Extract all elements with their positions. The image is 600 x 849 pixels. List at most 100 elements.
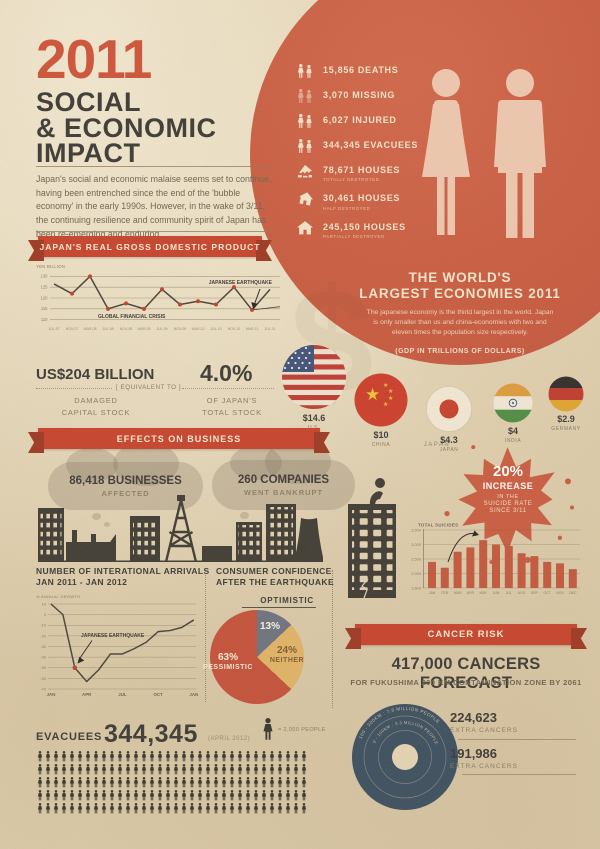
india-flag: [493, 383, 533, 423]
jumper-body: [369, 491, 383, 506]
evacuee-person-icon: [69, 803, 75, 814]
pessimistic-slice-label: 63% PESSIMISTIC: [203, 652, 253, 671]
evacuee-person-icon: [213, 790, 219, 801]
evacuee-person-icon: [261, 777, 267, 788]
low-building: [202, 546, 232, 562]
evacuee-person-icon: [245, 751, 251, 762]
impact-stat-subtext: PARTIALLY DESTROYED: [323, 233, 385, 239]
evacuee-person-icon: [69, 751, 75, 762]
svg-text:125: 125: [41, 285, 49, 290]
evacuee-person-icon: [141, 751, 147, 762]
svg-text:★: ★: [388, 388, 393, 395]
evacuee-person-icon: [45, 751, 51, 762]
evacuee-person-icon: [269, 764, 275, 775]
evacuee-person-icon: [213, 803, 219, 814]
cancer-banner-ribbon: CANCER RISK: [355, 624, 577, 645]
man-legs: [506, 173, 534, 238]
evacuee-person-icon: [53, 764, 59, 775]
evacuee-person-icon: [221, 751, 227, 762]
evacuee-person-icon: [141, 803, 147, 814]
gdp-line-chart: YEN BILLION 130 125 120 115 110 JUL-07 NOV-07 MA…: [36, 264, 281, 331]
country-name: CHINA: [371, 442, 391, 448]
svg-text:JUL-07: JUL-07: [48, 327, 59, 331]
china-gdp-value: $10 CHINA: [351, 430, 411, 448]
evacuee-person-icon: [189, 790, 195, 801]
companies-bankrupt-label: WENT BANKRUPT: [243, 487, 324, 497]
dotted-separator: [205, 570, 206, 702]
svg-text:MAR: MAR: [454, 591, 462, 595]
evacuee-person-icon: [237, 803, 243, 814]
businesses-affected-label: AFFECTED: [101, 488, 150, 498]
evacuee-person-icon: [301, 764, 307, 775]
svg-text:2,000: 2,000: [411, 571, 422, 576]
evacuee-person-icon: [45, 803, 51, 814]
gdp-banner-ribbon: JAPAN'S REAL GROSS DOMESTIC PRODUCT: [38, 236, 262, 257]
evacuee-person-icon: [277, 790, 283, 801]
svg-text:JAN: JAN: [429, 591, 436, 595]
evacuee-person-icon: [197, 803, 203, 814]
evacuee-person-icon: [149, 764, 155, 775]
svg-text:★: ★: [383, 382, 388, 389]
evacuee-person-icon: [253, 803, 259, 814]
evacuee-person-icon: [157, 777, 163, 788]
year-title: 2011: [36, 28, 152, 90]
svg-text:TOTAL SUICIDES: TOTAL SUICIDES: [418, 523, 458, 528]
evacuee-person-icon: [77, 803, 83, 814]
evacuee-person-icon: [301, 790, 307, 801]
damaged-capital-caption: DAMAGED CAPITAL STOCK: [36, 395, 156, 419]
page-title: SOCIAL & ECONOMIC IMPACT: [36, 89, 217, 167]
svg-text:JUL-11: JUL-11: [264, 327, 275, 331]
evacuee-person-icon: [141, 790, 147, 801]
svg-text:% ANNUAL GROWTH: % ANNUAL GROWTH: [36, 594, 80, 599]
evacuee-person-icon: [109, 751, 115, 762]
evacuee-person-icon: [141, 764, 147, 775]
evacuee-person-icon: [205, 790, 211, 801]
evacuee-person-icon: [181, 751, 187, 762]
evacuee-person-icon: [189, 764, 195, 775]
evacuee-person-icon: [85, 751, 91, 762]
svg-text:-50: -50: [40, 665, 46, 670]
damaged-capital-amount: US$204 BILLION: [36, 366, 155, 383]
evacuee-person-icon: [61, 777, 67, 788]
cooling-tower: [294, 518, 323, 562]
woman-legs: [437, 177, 455, 235]
evacuee-person-icon: [101, 777, 107, 788]
evacuee-person-icon: [117, 764, 123, 775]
evacuee-person-icon: [261, 751, 267, 762]
evacuee-person-icon: [93, 803, 99, 814]
extra-cancers-value: 191,986: [450, 746, 497, 761]
evacuee-person-icon: [261, 764, 267, 775]
evacuee-person-icon: [189, 751, 195, 762]
svg-text:110: 110: [41, 317, 48, 322]
svg-text:AUG: AUG: [518, 591, 526, 595]
missing-persons-icon: [297, 88, 312, 103]
svg-text:-20: -20: [40, 633, 46, 638]
evacuee-person-icon: [109, 790, 115, 801]
caption-line: OF JAPAN'S: [206, 396, 258, 405]
evacuee-person-icon: [181, 764, 187, 775]
evacuee-person-icon: [237, 790, 243, 801]
evacuee-person-icon: [237, 764, 243, 775]
evacuee-person-icon: [197, 751, 203, 762]
svg-text:MAR-08: MAR-08: [84, 327, 97, 331]
evacuee-person-icon: [245, 764, 251, 775]
economies-body: The japanese economy is the thirld large…: [366, 309, 554, 337]
evacuee-person-icon: [125, 777, 131, 788]
confidence-title-line: CONSUMER CONFIDENCE: [216, 566, 332, 576]
economies-title-1: THE WORLD'S: [408, 270, 512, 285]
evacuee-person-icon: [69, 777, 75, 788]
evacuee-person-icon: [229, 777, 235, 788]
svg-text:FEB: FEB: [441, 591, 448, 595]
evacuee-person-icon: [45, 777, 51, 788]
arrivals-line-chart: % ANNUAL GROWTH100-10-20-30-40-50-60-70J…: [36, 594, 198, 697]
suicide-line: SINCE 3/11: [489, 508, 527, 514]
svg-text:JAPANESE EARTHQUAKE: JAPANESE EARTHQUAKE: [209, 280, 273, 286]
svg-text:-60: -60: [40, 676, 46, 681]
evacuee-person-icon: [277, 764, 283, 775]
evacuee-person-icon: [165, 751, 171, 762]
suicide-pct: 20%: [492, 463, 524, 480]
evacuees-persons-icon: [297, 138, 312, 153]
jumper-head: [375, 478, 385, 488]
svg-text:JUL-08: JUL-08: [102, 327, 113, 331]
